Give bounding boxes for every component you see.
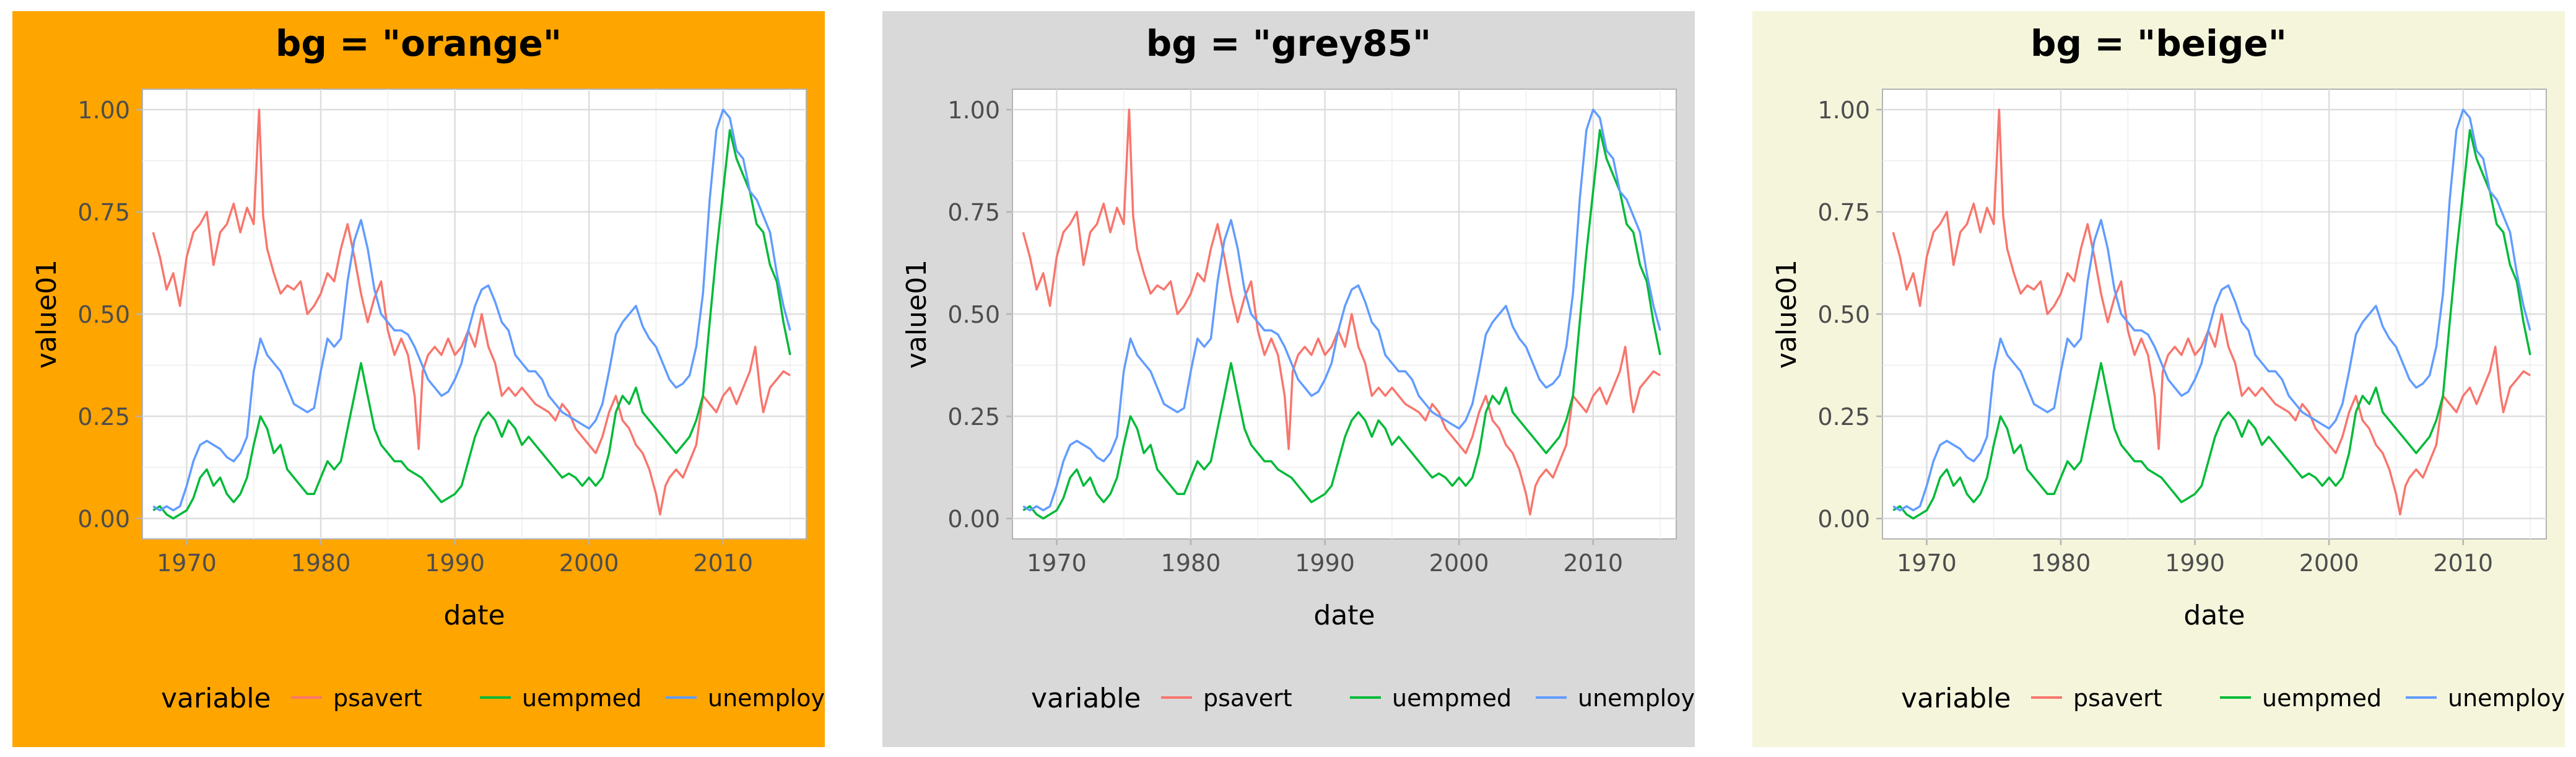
y-axis-title: value01 xyxy=(1771,260,1803,369)
chart-panel: bg = "grey85" 0.00 0.25 0.50 0.75 1.00 1970 198… xyxy=(882,11,1695,747)
series-line-psavert xyxy=(152,108,791,516)
y-tick-label: 0.00 xyxy=(947,505,1000,533)
legend-label-uempmed: uempmed xyxy=(522,685,642,712)
series-line-uempmed xyxy=(1022,129,1661,520)
x-tick-label: 2010 xyxy=(1563,549,1623,577)
x-tick-label: 1990 xyxy=(1295,549,1355,577)
legend-label-unemploy: unemploy xyxy=(1578,685,1695,712)
y-tick-label: 1.00 xyxy=(947,97,1000,124)
chart-title: bg = "grey85" xyxy=(1146,22,1431,64)
y-tick-label: 0.50 xyxy=(947,301,1000,328)
y-tick-label: 0.75 xyxy=(947,199,1000,226)
series-line-unemploy xyxy=(1022,108,1661,512)
y-tick-label: 0.25 xyxy=(947,403,1000,431)
legend-label-uempmed: uempmed xyxy=(2262,685,2382,712)
y-tick-label: 0.50 xyxy=(1817,301,1870,328)
x-tick-label: 1970 xyxy=(157,549,217,577)
y-tick-label: 0.25 xyxy=(1817,403,1870,431)
legend-label-uempmed: uempmed xyxy=(1392,685,1512,712)
y-tick-label: 0.75 xyxy=(1817,199,1870,226)
y-tick-label: 1.00 xyxy=(77,97,130,124)
legend-title: variable xyxy=(1901,683,2011,714)
x-tick-label: 1990 xyxy=(425,549,485,577)
y-tick-label: 0.00 xyxy=(1817,505,1870,533)
legend-label-unemploy: unemploy xyxy=(708,685,825,712)
series-line-unemploy xyxy=(152,108,791,512)
y-axis-title: value01 xyxy=(901,260,933,369)
series-line-uempmed xyxy=(152,129,791,520)
x-tick-label: 1970 xyxy=(1027,549,1087,577)
legend-label-psavert: psavert xyxy=(1203,685,1292,712)
legend-title: variable xyxy=(1031,683,1141,714)
x-tick-label: 1980 xyxy=(1161,549,1221,577)
y-tick-label: 0.50 xyxy=(77,301,130,328)
chart-panel: bg = "beige" 0.00 0.25 0.50 0.75 1.00 1970 1980… xyxy=(1752,11,2565,747)
y-tick-label: 0.25 xyxy=(77,403,130,431)
legend-label-psavert: psavert xyxy=(2073,685,2162,712)
legend-label-psavert: psavert xyxy=(333,685,422,712)
series-line-psavert xyxy=(1022,108,1661,516)
x-axis-title: date xyxy=(1313,600,1375,631)
y-tick-label: 0.00 xyxy=(77,505,130,533)
chart-title: bg = "beige" xyxy=(2030,22,2287,64)
x-tick-label: 1980 xyxy=(291,549,351,577)
y-tick-label: 0.75 xyxy=(77,199,130,226)
series-line-unemploy xyxy=(1892,108,2531,512)
series-line-uempmed xyxy=(1892,129,2531,520)
series-line-psavert xyxy=(1892,108,2531,516)
x-tick-label: 2010 xyxy=(2433,549,2493,577)
x-tick-label: 2010 xyxy=(693,549,753,577)
x-axis-title: date xyxy=(443,600,505,631)
y-tick-label: 1.00 xyxy=(1817,97,1870,124)
chart-panel: bg = "orange" 0.00 0.25 0.50 0.75 1.00 1970 198… xyxy=(12,11,825,747)
x-tick-label: 2000 xyxy=(2299,549,2359,577)
x-tick-label: 2000 xyxy=(1429,549,1489,577)
y-axis-title: value01 xyxy=(31,260,63,369)
x-axis-title: date xyxy=(2183,600,2245,631)
x-tick-label: 1990 xyxy=(2165,549,2225,577)
chart-title: bg = "orange" xyxy=(276,22,562,64)
legend-label-unemploy: unemploy xyxy=(2448,685,2565,712)
x-tick-label: 1970 xyxy=(1897,549,1957,577)
legend-title: variable xyxy=(161,683,271,714)
x-tick-label: 1980 xyxy=(2031,549,2091,577)
x-tick-label: 2000 xyxy=(559,549,619,577)
